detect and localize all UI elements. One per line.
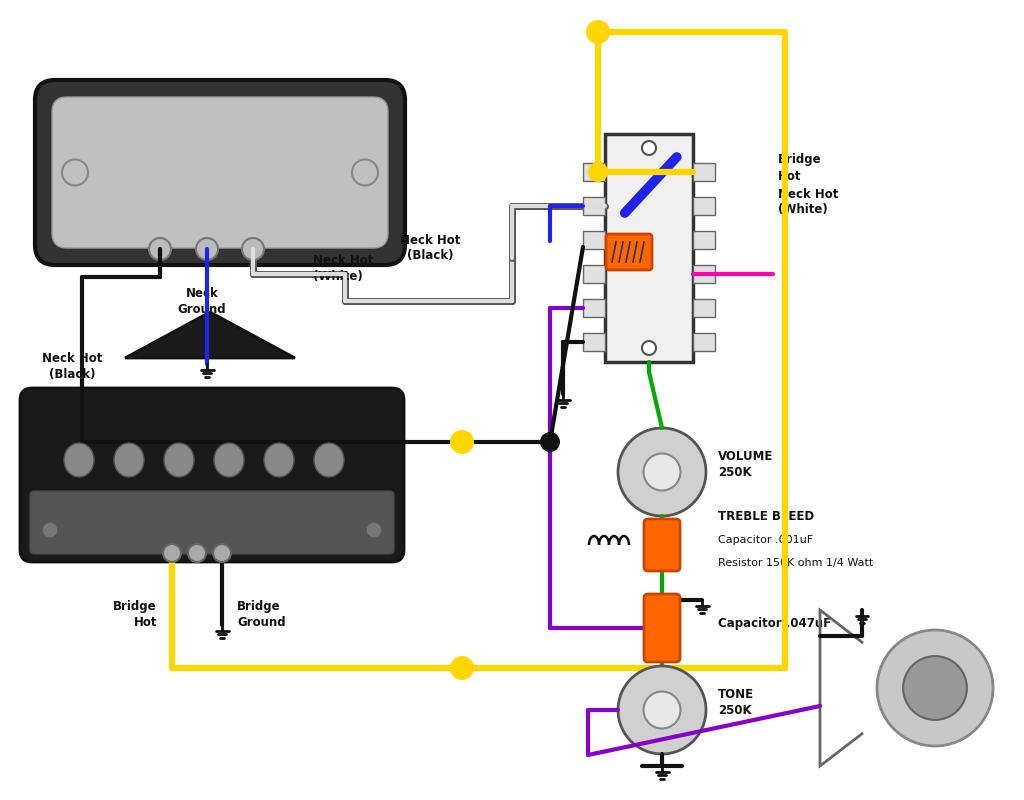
Text: Bridge
Hot: Bridge Hot xyxy=(114,600,157,629)
Text: TREBLE BLEED: TREBLE BLEED xyxy=(718,510,814,523)
Circle shape xyxy=(642,341,656,355)
Ellipse shape xyxy=(63,443,94,477)
Text: Neck Hot
(Black): Neck Hot (Black) xyxy=(399,234,460,262)
FancyBboxPatch shape xyxy=(644,519,680,571)
FancyBboxPatch shape xyxy=(52,97,388,248)
Text: Bridge
Ground: Bridge Ground xyxy=(237,600,286,629)
Circle shape xyxy=(588,162,608,182)
FancyBboxPatch shape xyxy=(693,231,715,249)
Ellipse shape xyxy=(114,443,144,477)
FancyBboxPatch shape xyxy=(583,299,605,317)
FancyBboxPatch shape xyxy=(605,134,693,362)
Circle shape xyxy=(450,656,474,680)
Ellipse shape xyxy=(314,443,344,477)
Circle shape xyxy=(903,656,967,720)
FancyBboxPatch shape xyxy=(693,197,715,215)
Circle shape xyxy=(196,238,218,260)
FancyBboxPatch shape xyxy=(35,80,406,265)
Polygon shape xyxy=(125,312,295,358)
FancyBboxPatch shape xyxy=(583,163,605,181)
FancyBboxPatch shape xyxy=(583,197,605,215)
Circle shape xyxy=(163,544,181,562)
Circle shape xyxy=(618,428,706,516)
Ellipse shape xyxy=(214,443,244,477)
Text: TONE
250K: TONE 250K xyxy=(718,687,754,717)
FancyBboxPatch shape xyxy=(30,491,394,554)
Text: Neck Hot
(Black): Neck Hot (Black) xyxy=(42,352,102,381)
Text: Capacitor .047uF: Capacitor .047uF xyxy=(718,618,831,630)
Circle shape xyxy=(540,432,560,452)
FancyBboxPatch shape xyxy=(693,299,715,317)
Circle shape xyxy=(42,522,58,538)
Ellipse shape xyxy=(264,443,294,477)
FancyBboxPatch shape xyxy=(693,265,715,283)
FancyBboxPatch shape xyxy=(583,265,605,283)
Ellipse shape xyxy=(164,443,194,477)
Circle shape xyxy=(366,522,382,538)
Circle shape xyxy=(150,238,171,260)
Circle shape xyxy=(618,666,706,754)
FancyBboxPatch shape xyxy=(583,333,605,351)
Circle shape xyxy=(450,430,474,454)
FancyBboxPatch shape xyxy=(20,388,404,562)
FancyBboxPatch shape xyxy=(606,234,652,270)
Circle shape xyxy=(188,544,206,562)
FancyBboxPatch shape xyxy=(693,163,715,181)
Circle shape xyxy=(242,238,264,260)
Circle shape xyxy=(643,691,681,729)
Text: Resistor 150K ohm 1/4 Watt: Resistor 150K ohm 1/4 Watt xyxy=(718,558,873,568)
Text: VOLUME
250K: VOLUME 250K xyxy=(718,450,773,478)
Circle shape xyxy=(877,630,993,746)
Circle shape xyxy=(352,159,378,186)
FancyBboxPatch shape xyxy=(583,231,605,249)
Text: Neck
Ground: Neck Ground xyxy=(178,287,226,316)
Text: Neck Hot
(White): Neck Hot (White) xyxy=(778,187,839,217)
Text: Bridge
Hot: Bridge Hot xyxy=(778,154,821,182)
FancyBboxPatch shape xyxy=(644,594,680,662)
Circle shape xyxy=(586,20,610,44)
Circle shape xyxy=(213,544,231,562)
Circle shape xyxy=(642,141,656,155)
Circle shape xyxy=(643,454,681,490)
FancyBboxPatch shape xyxy=(693,333,715,351)
Text: Capacitor .001uF: Capacitor .001uF xyxy=(718,535,813,545)
Text: Neck Hot
(White): Neck Hot (White) xyxy=(313,254,374,283)
Circle shape xyxy=(62,159,88,186)
